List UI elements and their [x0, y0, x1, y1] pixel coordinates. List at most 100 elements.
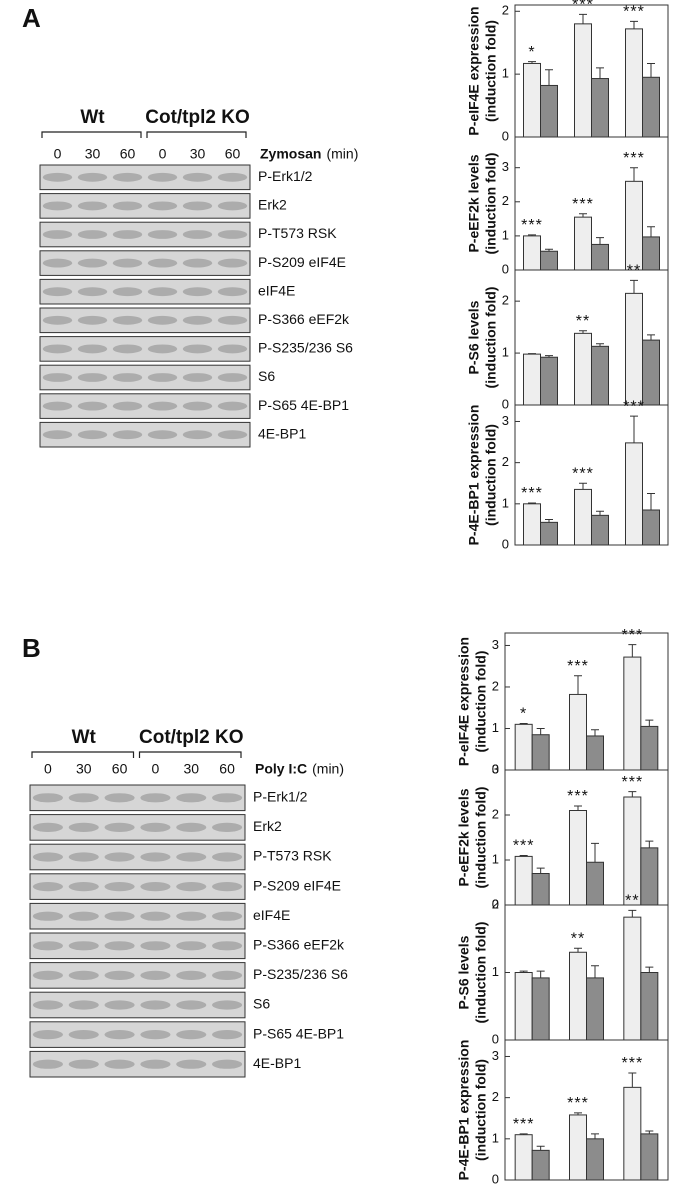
bar	[531, 873, 550, 906]
y-axis-label: (induction fold)	[483, 20, 499, 122]
error-bar	[591, 1133, 599, 1139]
error-bar	[647, 334, 655, 341]
y-axis-label: P-4E-BP1 expression	[466, 405, 482, 546]
blot-band	[104, 881, 135, 892]
blot-band	[176, 881, 207, 892]
protein-label: P-S209 eIF4E	[253, 877, 341, 893]
blot-band	[176, 911, 207, 921]
blot-band	[112, 201, 143, 211]
blot-band	[147, 201, 178, 211]
blot-band	[42, 315, 73, 325]
blot-band	[104, 793, 135, 803]
blot-band	[212, 852, 243, 862]
bar	[640, 972, 659, 1041]
time-label: 30	[76, 761, 92, 777]
bar	[623, 796, 642, 906]
bar	[591, 243, 609, 271]
y-tick-label: 3	[492, 637, 499, 652]
blot-band	[112, 401, 143, 411]
bar	[540, 84, 558, 138]
bar	[531, 734, 550, 771]
group-label: Cot/tpl2 KO	[145, 107, 250, 128]
error-bar	[579, 330, 587, 334]
significance-label: ***	[621, 1055, 643, 1072]
bar	[523, 503, 541, 546]
y-axis-label: P-eEF2k levels	[456, 788, 472, 886]
bar	[642, 76, 660, 138]
significance-label: *	[528, 44, 535, 61]
blot-band	[182, 172, 213, 182]
protein-label: P-S235/236 S6	[258, 340, 353, 356]
error-bar	[519, 1133, 528, 1135]
blot-band	[77, 373, 108, 382]
error-bar	[630, 167, 638, 182]
time-label: 0	[44, 761, 52, 777]
significance-label: **	[627, 263, 641, 280]
protein-label: S6	[258, 368, 275, 384]
blot-strip	[39, 364, 251, 391]
error-bar	[574, 1112, 582, 1115]
blot-band	[68, 852, 99, 862]
blot-strip	[29, 991, 246, 1019]
blot-band	[42, 287, 73, 297]
treatment-unit: (min)	[312, 761, 344, 777]
blot-band	[212, 941, 243, 951]
blot-band	[112, 373, 143, 382]
blot-strip	[39, 393, 251, 419]
error-bar	[630, 20, 638, 29]
protein-label: P-S209 eIF4E	[258, 254, 346, 270]
y-tick-label: 3	[502, 159, 509, 174]
y-tick-label: 2	[492, 806, 499, 821]
blot-band	[32, 970, 63, 981]
blot-band	[217, 258, 248, 268]
bar	[591, 78, 609, 138]
blot-band	[217, 344, 248, 354]
blot-band	[32, 793, 63, 803]
bar	[540, 521, 558, 546]
error-bar	[519, 855, 528, 857]
significance-label: *	[520, 706, 527, 723]
blot-band	[176, 941, 207, 951]
blot-strip	[39, 336, 251, 362]
y-tick-label: 1	[502, 495, 509, 510]
time-label: 30	[183, 761, 199, 777]
bar	[514, 855, 533, 906]
bar	[569, 1114, 587, 1181]
significance-label: ***	[567, 658, 589, 675]
error-bar	[630, 279, 638, 294]
y-tick-label: 1	[502, 345, 509, 360]
error-bar	[545, 518, 553, 523]
blot-band	[182, 201, 213, 211]
error-bar	[579, 13, 587, 24]
group-label: Wt	[80, 107, 105, 128]
bar	[531, 977, 550, 1041]
error-bar	[645, 719, 654, 727]
blot-band	[77, 201, 108, 211]
y-tick-label: 1	[492, 720, 499, 735]
significance-label: **	[571, 930, 585, 947]
blot-band	[68, 970, 99, 981]
significance-label: ***	[521, 485, 543, 502]
protein-label: P-S235/236 S6	[253, 966, 348, 982]
y-axis-label: P-S6 levels	[456, 935, 472, 1009]
blot-band	[182, 315, 213, 325]
error-bar	[628, 791, 637, 797]
protein-label: P-S65 4E-BP1	[258, 397, 349, 413]
blot-band	[104, 1059, 135, 1069]
blot-band	[147, 344, 178, 354]
error-bar	[545, 355, 553, 358]
error-bar	[528, 502, 536, 504]
y-tick-label: 1	[492, 964, 499, 979]
blot-band	[77, 344, 108, 354]
error-bar	[536, 970, 545, 978]
bar	[586, 735, 604, 771]
bar	[642, 339, 660, 406]
blot-band	[217, 315, 248, 325]
bar	[523, 353, 541, 406]
blot-band	[140, 1059, 171, 1069]
blot-band	[32, 852, 63, 862]
blot-band	[217, 401, 248, 411]
bar	[523, 62, 541, 138]
blot-band	[68, 881, 99, 892]
blot-band	[68, 911, 99, 921]
